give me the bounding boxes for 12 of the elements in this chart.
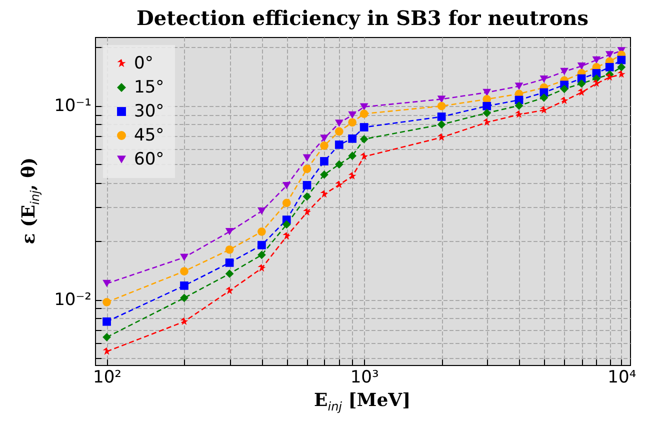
legend-label: 0° [134,54,154,74]
legend-label: 15° [134,78,164,98]
y-tick-label: 10⁻¹ [54,96,92,116]
x-tick-label: 10³ [350,368,379,388]
legend-label: 45° [134,126,164,146]
legend-label: 60° [134,150,164,170]
x-axis-title: E$_{inj}$ [MeV] [314,390,411,414]
x-tick-label: 10² [93,368,122,388]
legend-label: 30° [134,102,164,122]
chart-title: Detection efficiency in SB3 for neutrons [136,6,588,30]
x-tick-label: 10⁴ [608,368,636,388]
y-tick-label: 10⁻² [54,290,92,310]
